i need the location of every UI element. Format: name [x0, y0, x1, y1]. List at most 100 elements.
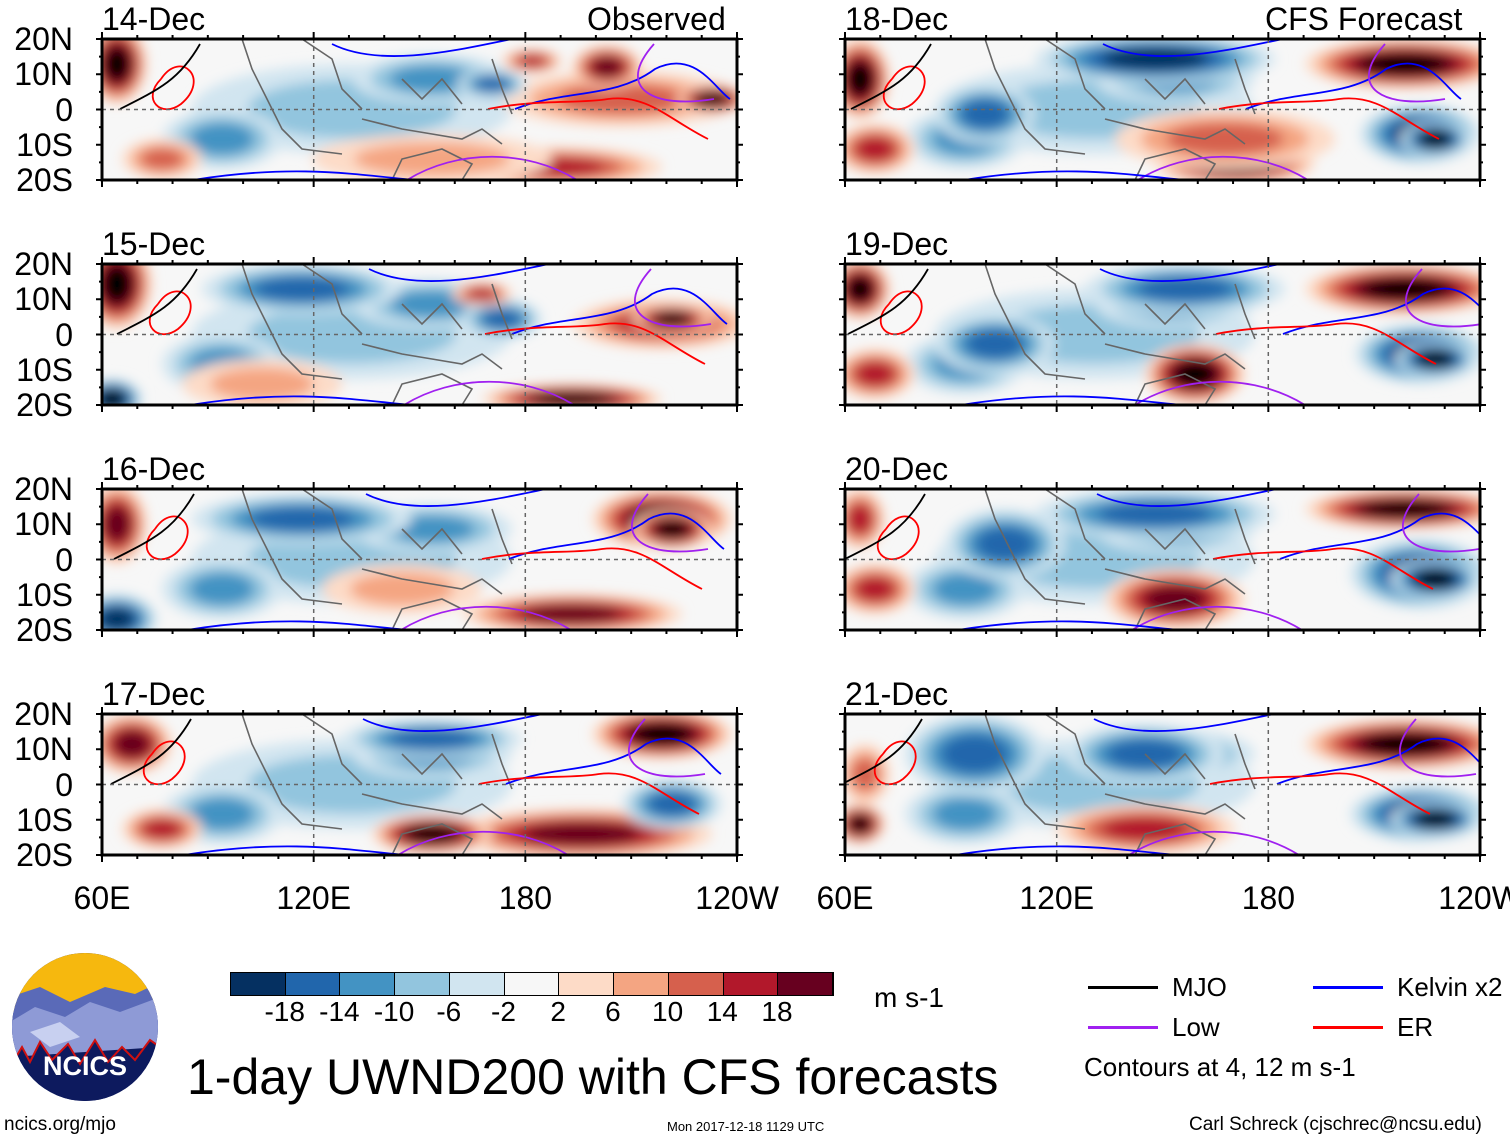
map-panel — [839, 482, 1486, 637]
contour-line — [148, 290, 192, 335]
wind-anomaly-map — [839, 32, 1486, 187]
logo-text: NCICS — [43, 1051, 127, 1081]
coastline — [1234, 508, 1256, 565]
anomaly-region — [249, 507, 355, 531]
anomaly-region — [933, 798, 997, 830]
contour-line — [514, 62, 731, 110]
coastline — [1044, 39, 1106, 110]
longitude-label: 120W — [695, 880, 779, 916]
contour-line — [1134, 380, 1306, 405]
legend-label: ER — [1397, 1012, 1434, 1042]
anomaly-region — [534, 392, 610, 405]
latitude-label: 0 — [55, 91, 73, 128]
contour-line — [189, 395, 411, 405]
panel-date-title: 15-Dec — [102, 226, 206, 262]
contour-line — [1245, 62, 1462, 110]
contour-line — [183, 845, 405, 855]
footer-url[interactable]: ncics.org/mjo — [4, 1114, 116, 1135]
latitude-label: 20N — [14, 21, 73, 57]
coastline — [1044, 264, 1106, 335]
anomaly-region — [655, 520, 689, 538]
wind-anomaly-map — [839, 482, 1486, 637]
colorbar-tick-label: -14 — [319, 996, 360, 1027]
contour-line — [850, 43, 932, 110]
coastline — [1234, 283, 1256, 340]
anomaly-region — [389, 65, 475, 93]
anomaly-region — [467, 288, 497, 300]
longitude-label: 120E — [1019, 880, 1095, 916]
contour-line — [484, 322, 706, 365]
anomaly-region — [190, 573, 254, 605]
footer-author: Carl Schreck (cjschrec@ncsu.edu) — [1189, 1114, 1482, 1135]
anomaly-region — [102, 265, 132, 303]
coastline — [241, 489, 343, 605]
contour-line — [511, 287, 728, 335]
coastline — [984, 39, 1086, 155]
contour-line — [1137, 155, 1309, 180]
coastline — [491, 733, 513, 790]
colorbar-tick-label: 14 — [706, 996, 738, 1027]
coastline — [241, 264, 343, 380]
contour-line — [505, 737, 722, 785]
contour-line — [963, 170, 1185, 180]
anomaly-region — [190, 123, 254, 155]
coastline — [1104, 568, 1246, 595]
contour-line — [186, 620, 408, 630]
colorbar-tick-label: 10 — [652, 996, 684, 1027]
coastline — [391, 598, 474, 630]
contour-line — [1399, 718, 1477, 778]
colorbar-tick-label: 2 — [550, 996, 566, 1027]
legend-line-2 — [1088, 1026, 1158, 1029]
panel-date-title: 21-Dec — [845, 676, 949, 712]
contour-line — [873, 740, 917, 785]
latitude-label: 20S — [16, 162, 73, 198]
anomaly-region — [966, 329, 1024, 359]
coastline — [301, 264, 363, 335]
coastline — [301, 39, 363, 110]
coastline — [1044, 714, 1106, 785]
latitude-label: 0 — [55, 316, 73, 353]
anomaly-region — [104, 47, 130, 81]
anomaly-region — [849, 815, 871, 833]
contour-line — [1099, 264, 1281, 282]
anomaly-region — [140, 148, 184, 170]
latitude-label: 0 — [55, 766, 73, 803]
anomaly-region — [114, 730, 150, 758]
figure-title: 1-day UWND200 with CFS forecasts — [187, 1049, 999, 1105]
coastline — [301, 714, 363, 785]
wind-anomaly-map — [96, 257, 743, 412]
contour-line — [882, 65, 926, 110]
coastline — [1144, 77, 1206, 105]
longitude-label: 120W — [1438, 880, 1510, 916]
latitude-label: 10N — [14, 731, 73, 768]
longitude-label: 60E — [816, 880, 874, 916]
colorbar-tick-label: -10 — [373, 996, 415, 1027]
coastline — [391, 823, 474, 855]
contour-line — [879, 290, 923, 335]
contour-line — [365, 489, 547, 507]
coastline — [401, 752, 463, 780]
legend-label: Kelvin x2 — [1397, 972, 1503, 1002]
panel-date-title: 19-Dec — [845, 226, 949, 262]
contour-line — [631, 493, 709, 553]
coastline — [1144, 527, 1206, 555]
latitude-label: 10N — [14, 506, 73, 543]
coastline — [1134, 373, 1217, 405]
anomaly-region — [1174, 361, 1216, 387]
latitude-label: 10N — [14, 56, 73, 93]
colorbar-swatch — [285, 973, 341, 995]
panel-date-title: 17-Dec — [102, 676, 206, 712]
colorbar-tick-label: 6 — [605, 996, 621, 1027]
colorbar-tick-label: -2 — [491, 996, 516, 1027]
colorbar-swatch — [723, 973, 779, 995]
longitude-label: 60E — [73, 880, 131, 916]
coastline — [1234, 733, 1256, 790]
latitude-label: 10S — [16, 576, 73, 613]
coastline — [1134, 148, 1217, 180]
coastline — [984, 489, 1086, 605]
contour-line — [406, 155, 578, 180]
legend-label: MJO — [1172, 972, 1227, 1002]
anomaly-region — [483, 309, 521, 329]
contour-line — [331, 39, 513, 57]
